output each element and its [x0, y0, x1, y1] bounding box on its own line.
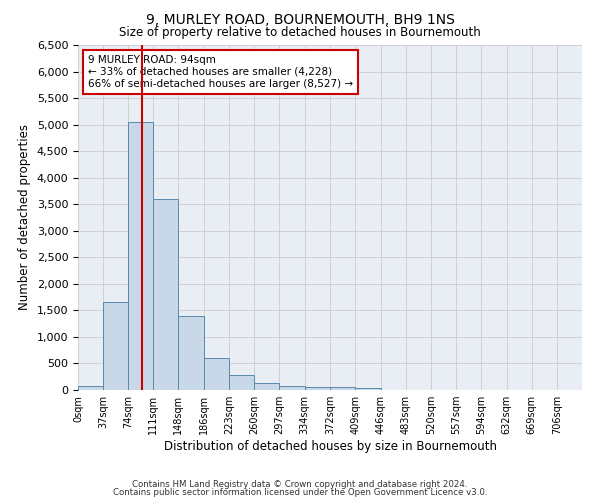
Bar — [355, 388, 380, 390]
Text: Size of property relative to detached houses in Bournemouth: Size of property relative to detached ho… — [119, 26, 481, 39]
Bar — [229, 375, 254, 390]
Bar — [103, 302, 128, 390]
Text: Contains HM Land Registry data © Crown copyright and database right 2024.: Contains HM Land Registry data © Crown c… — [132, 480, 468, 489]
Bar — [254, 383, 280, 390]
Bar — [204, 358, 229, 390]
Text: 9 MURLEY ROAD: 94sqm
← 33% of detached houses are smaller (4,228)
66% of semi-de: 9 MURLEY ROAD: 94sqm ← 33% of detached h… — [88, 56, 353, 88]
Bar — [331, 387, 355, 390]
Bar — [78, 386, 103, 390]
Text: 9, MURLEY ROAD, BOURNEMOUTH, BH9 1NS: 9, MURLEY ROAD, BOURNEMOUTH, BH9 1NS — [146, 12, 454, 26]
Bar — [305, 387, 331, 390]
Y-axis label: Number of detached properties: Number of detached properties — [18, 124, 31, 310]
X-axis label: Distribution of detached houses by size in Bournemouth: Distribution of detached houses by size … — [163, 440, 497, 453]
Text: Contains public sector information licensed under the Open Government Licence v3: Contains public sector information licen… — [113, 488, 487, 497]
Bar — [178, 316, 204, 390]
Bar — [128, 122, 153, 390]
Bar — [153, 199, 178, 390]
Bar — [280, 386, 305, 390]
